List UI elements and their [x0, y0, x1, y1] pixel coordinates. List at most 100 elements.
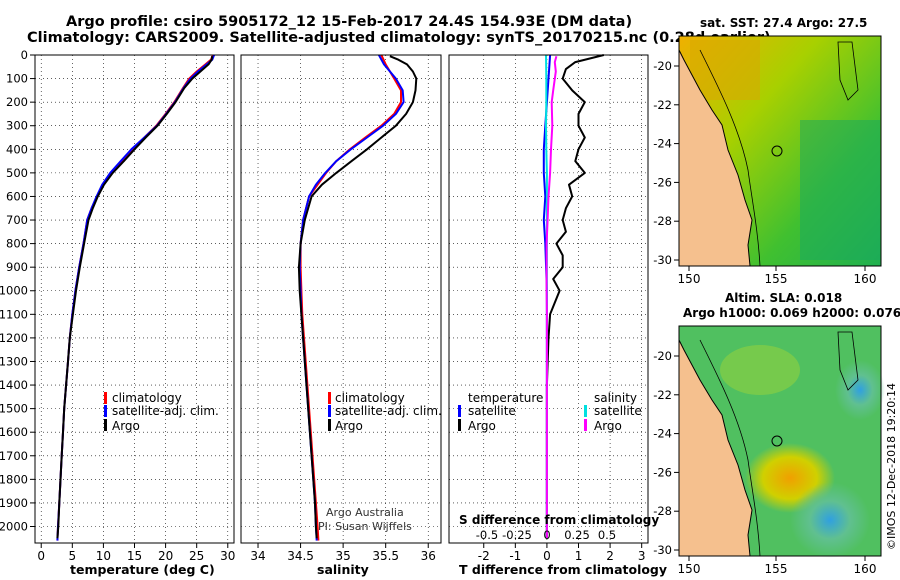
- s-diff-tick-label: 0.25: [564, 528, 590, 542]
- credit-pi: PI: Susan Wijffels: [318, 520, 412, 533]
- map-axis-ticks: -20 -22 -24 -26 -28 -30 150 155 160 -20 -22 -24 -26 -…: [653, 59, 876, 576]
- depth-tick-label: 700: [6, 213, 28, 227]
- sla-map: [678, 325, 885, 558]
- temperature-xlabel: temperature (deg C): [70, 562, 215, 577]
- sst-patch: [800, 120, 880, 260]
- temperature-panel: 0 5 10 15 20 25 30: [34, 54, 235, 563]
- legend-argo-marker: [328, 419, 331, 431]
- x-tick-label: 1: [575, 549, 583, 563]
- lat-tick-label: -30: [653, 543, 672, 557]
- salinity-panel: 34 34.5 35 35.5 36: [240, 54, 442, 563]
- sst-float-position-marker: [771, 145, 783, 157]
- depth-tick-label: 100: [6, 72, 28, 86]
- sst-reef-contour: [837, 41, 859, 101]
- legend-satellite-label: satellite-adj. clim.: [112, 404, 219, 418]
- lon-tick-label: 150: [678, 272, 701, 286]
- x-tick-label: 35: [335, 549, 350, 563]
- lat-tick-label: -20: [653, 59, 672, 73]
- x-tick-label: 10: [96, 549, 111, 563]
- depth-tick-label: 0: [21, 48, 28, 62]
- lat-tick-label: -24: [653, 427, 672, 441]
- sst-land-australia: [678, 36, 753, 267]
- salinity-xlabel: salinity: [317, 562, 369, 577]
- legend-sal-argo-label: Argo: [594, 419, 622, 433]
- legend-argo-marker: [104, 419, 107, 431]
- x-tick-label: 2: [606, 549, 614, 563]
- plot-frame: [240, 54, 442, 544]
- credit-org: Argo Australia: [326, 506, 404, 519]
- depth-tick-label: 200: [6, 95, 28, 109]
- depth-tick-label: 300: [6, 119, 28, 133]
- plot-frame: [448, 54, 649, 544]
- x-tick-label: -1: [509, 549, 521, 563]
- series-line-climatology: [56, 54, 214, 541]
- sla-map-title-2: Argo h1000: 0.069 h2000: 0.076: [683, 306, 900, 320]
- depth-tick-label: 1400: [0, 378, 28, 392]
- lat-tick-label: -28: [653, 504, 672, 518]
- legend-temp-argo-label: Argo: [468, 419, 496, 433]
- series-line-salinity-argo: [545, 55, 558, 539]
- sla-map-frame: [678, 325, 882, 557]
- x-tick-label: 36: [421, 549, 436, 563]
- sst-patch: [690, 40, 760, 100]
- x-tick-label: 0: [37, 549, 45, 563]
- lat-tick-label: -26: [653, 465, 672, 479]
- plot-frame: [34, 54, 235, 544]
- lat-tick-label: -22: [653, 98, 672, 112]
- s-diff-axis-label: S difference from climatology: [459, 513, 659, 527]
- legend-climatology-marker: [328, 392, 331, 404]
- lon-tick-label: 160: [854, 272, 877, 286]
- x-tick-label: -2: [478, 549, 490, 563]
- legend-temp-argo-marker: [458, 419, 461, 431]
- depth-tick-label: 1900: [0, 496, 28, 510]
- legend-climatology-label: climatology: [112, 391, 182, 405]
- lat-tick-label: -26: [653, 175, 672, 189]
- depth-tick-label: 600: [6, 189, 28, 203]
- sla-feature-high: [720, 345, 800, 395]
- legend-climatology-marker: [104, 392, 107, 404]
- x-tick-label: 3: [638, 549, 646, 563]
- series-line-satellite-adj-clim-: [56, 54, 216, 541]
- depth-tick-label: 1100: [0, 307, 28, 321]
- lon-tick-label: 155: [765, 562, 788, 576]
- series-line-argo: [56, 56, 214, 539]
- sst-shelf-contour: [699, 49, 761, 267]
- series-line-temperature-argo: [545, 54, 605, 539]
- lat-tick-label: -22: [653, 388, 672, 402]
- depth-tick-label: 400: [6, 142, 28, 156]
- legend-temperature-title: temperature: [468, 391, 543, 405]
- series-line-satellite-adj-clim-: [298, 54, 405, 541]
- x-tick-label: 35.5: [372, 549, 399, 563]
- x-tick-label: 30: [220, 549, 235, 563]
- salinity-legend: climatology satellite-adj. clim. Argo: [328, 391, 442, 433]
- lat-tick-label: -28: [653, 214, 672, 228]
- sla-feature-low: [790, 482, 870, 558]
- legend-sal-satellite-label: satellite: [594, 404, 642, 418]
- depth-tick-label: 1000: [0, 284, 28, 298]
- sst-map: [678, 35, 882, 267]
- sla-land-australia: [678, 326, 753, 557]
- difference-xlabel: T difference from climatology: [459, 562, 667, 577]
- series-line-salinity-satellite: [545, 54, 548, 539]
- legend-satellite-marker: [328, 405, 331, 417]
- sla-float-position-marker: [771, 435, 783, 447]
- lon-tick-label: 150: [678, 562, 701, 576]
- x-tick-label: 0: [543, 549, 551, 563]
- sst-map-frame: [678, 35, 882, 267]
- sla-feature-low: [835, 360, 885, 420]
- lat-tick-label: -30: [653, 253, 672, 267]
- depth-tick-label: 1700: [0, 449, 28, 463]
- sla-reef-contour: [837, 331, 859, 391]
- legend-satellite-label: satellite-adj. clim.: [335, 404, 442, 418]
- sla-shelf-contour: [699, 339, 761, 557]
- depth-tick-label: 1500: [0, 402, 28, 416]
- lat-tick-label: -24: [653, 137, 672, 151]
- temperature-legend: climatology satellite-adj. clim. Argo: [104, 391, 219, 433]
- legend-sal-satellite-marker: [584, 405, 587, 417]
- s-diff-tick-label: 0: [543, 528, 550, 542]
- legend-sal-argo-marker: [584, 419, 587, 431]
- legend-argo-label: Argo: [335, 419, 363, 433]
- x-tick-label: 20: [158, 549, 173, 563]
- lon-tick-label: 155: [765, 272, 788, 286]
